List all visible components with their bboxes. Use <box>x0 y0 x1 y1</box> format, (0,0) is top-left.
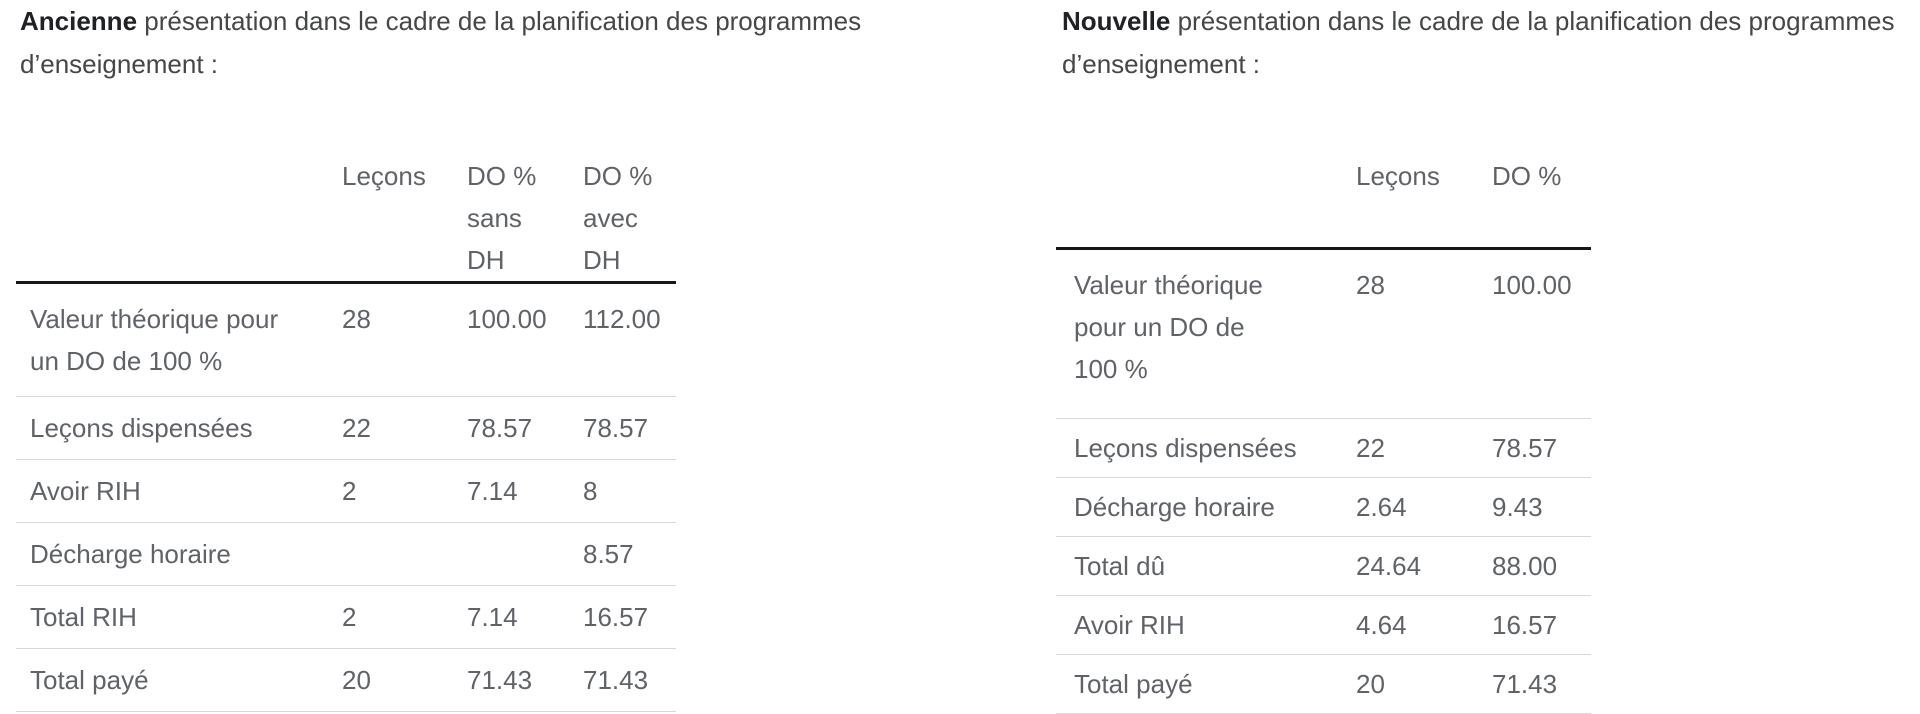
table-row: Décharge horaire 2.64 9.43 <box>1056 477 1591 537</box>
value-cell: 2 <box>326 585 451 649</box>
table-row: Leçons dispensées 22 78.57 <box>1056 418 1591 478</box>
value-cell: 7.14 <box>451 459 567 523</box>
column-header-empty <box>16 155 326 284</box>
value-cell: 2.64 <box>1340 477 1476 537</box>
table-row: Leçons dispensées 22 78.57 78.57 <box>16 396 676 460</box>
row-label-cell: Avoir RIH <box>1056 595 1340 655</box>
column-header-do-sans-dh: DO % sans DH <box>451 155 567 284</box>
value-cell: 16.57 <box>567 585 676 649</box>
new-presentation-title-text: présentation dans le cadre de la planifi… <box>1062 6 1895 79</box>
row-label-cell: Valeur théorique pour un DO de 100 % <box>16 282 326 397</box>
value-cell: 71.43 <box>567 648 676 712</box>
table-row: Avoir RIH 2 7.14 8 <box>16 459 676 523</box>
table-row: Avoir RIH 4.64 16.57 <box>1056 595 1591 655</box>
table-row: Valeur théorique pour un DO de 100 % 28 … <box>16 282 676 397</box>
header-row: Leçons DO % <box>1056 155 1591 250</box>
value-cell: 71.43 <box>451 648 567 712</box>
value-cell: 22 <box>326 396 451 460</box>
value-cell: 28 <box>326 282 451 397</box>
new-presentation-table: Leçons DO % Valeur théorique pour un DO … <box>1056 155 1591 714</box>
header-row: Leçons DO % sans DH DO % avec DH <box>16 155 676 284</box>
value-cell: 8 <box>567 459 676 523</box>
table-row: Décharge horaire 8.57 <box>16 522 676 586</box>
row-label-cell: Total payé <box>16 648 326 712</box>
row-label-cell: Valeur théorique pour un DO de 100 % <box>1056 248 1340 419</box>
value-cell: 100.00 <box>1476 248 1591 419</box>
row-label-cell: Total RIH <box>16 585 326 649</box>
table-row: Valeur théorique pour un DO de 100 % 28 … <box>1056 248 1591 419</box>
value-cell: 78.57 <box>451 396 567 460</box>
column-header-empty <box>1056 155 1340 250</box>
column-header-lecons: Leçons <box>326 155 451 284</box>
old-presentation-table: Leçons DO % sans DH DO % avec DH Valeur … <box>16 155 676 712</box>
row-label-cell: Total payé <box>1056 654 1340 714</box>
value-cell: 16.57 <box>1476 595 1591 655</box>
old-presentation-title-text: présentation dans le cadre de la planifi… <box>20 6 862 79</box>
table-row: Total dû 24.64 88.00 <box>1056 536 1591 596</box>
value-cell <box>451 522 567 586</box>
value-cell: 22 <box>1340 418 1476 478</box>
value-cell: 71.43 <box>1476 654 1591 714</box>
value-cell: 7.14 <box>451 585 567 649</box>
new-presentation-title-bold-word: Nouvelle <box>1062 6 1171 36</box>
row-label-cell: Leçons dispensées <box>16 396 326 460</box>
column-header-lecons: Leçons <box>1340 155 1476 250</box>
row-label-cell: Avoir RIH <box>16 459 326 523</box>
value-cell: 78.57 <box>1476 418 1591 478</box>
value-cell: 88.00 <box>1476 536 1591 596</box>
value-cell: 20 <box>1340 654 1476 714</box>
value-cell: 112.00 <box>567 282 676 397</box>
table-row: Total payé 20 71.43 <box>1056 654 1591 714</box>
column-header-do-avec-dh: DO % avec DH <box>567 155 676 284</box>
value-cell: 100.00 <box>451 282 567 397</box>
value-cell: 20 <box>326 648 451 712</box>
row-label-cell: Décharge horaire <box>1056 477 1340 537</box>
row-label-cell: Leçons dispensées <box>1056 418 1340 478</box>
value-cell: 78.57 <box>567 396 676 460</box>
table-row: Total payé 20 71.43 71.43 <box>16 648 676 712</box>
table-row: Total RIH 2 7.14 16.57 <box>16 585 676 649</box>
value-cell: 2 <box>326 459 451 523</box>
value-cell <box>326 522 451 586</box>
row-label-cell: Décharge horaire <box>16 522 326 586</box>
value-cell: 8.57 <box>567 522 676 586</box>
value-cell: 28 <box>1340 248 1476 419</box>
old-presentation-title-bold-word: Ancienne <box>20 6 138 36</box>
row-label-cell: Total dû <box>1056 536 1340 596</box>
new-presentation-title: Nouvelle présentation dans le cadre de l… <box>1062 0 1894 86</box>
value-cell: 9.43 <box>1476 477 1591 537</box>
old-presentation-title: Ancienne présentation dans le cadre de l… <box>20 0 861 86</box>
value-cell: 24.64 <box>1340 536 1476 596</box>
value-cell: 4.64 <box>1340 595 1476 655</box>
column-header-do: DO % <box>1476 155 1591 250</box>
